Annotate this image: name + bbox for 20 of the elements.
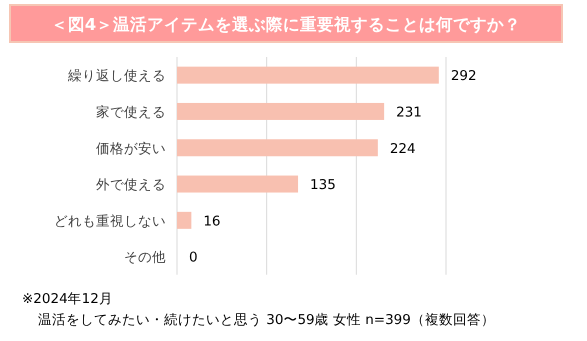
data-label: 135 — [310, 177, 336, 194]
data-label: 16 — [203, 213, 221, 230]
y-tick-label: 家で使える — [96, 104, 166, 120]
bar — [177, 66, 439, 84]
y-tick-label: その他 — [124, 250, 166, 266]
bar — [177, 212, 192, 229]
bar — [177, 139, 378, 156]
data-label: 224 — [390, 140, 416, 157]
chart-title: ＜図4＞温活アイテムを選ぶ際に重要視することは何ですか？ — [50, 15, 522, 34]
data-label: 231 — [396, 104, 422, 120]
text: ※2024年12月 — [22, 291, 113, 307]
data-label: 292 — [450, 68, 477, 84]
y-tick-label: 外で使える — [96, 177, 166, 194]
text: 温活をしてみたい・続けたいと思う 30〜59歳 女性 n=399（複数回答） — [38, 312, 495, 328]
data-label: 0 — [189, 250, 198, 266]
bar — [177, 176, 298, 193]
y-tick-label: 価格が安い — [96, 140, 166, 157]
bar — [177, 102, 384, 120]
y-tick-label: どれも重視しない — [54, 213, 166, 230]
y-tick-label: 繰り返し使える — [67, 68, 166, 84]
